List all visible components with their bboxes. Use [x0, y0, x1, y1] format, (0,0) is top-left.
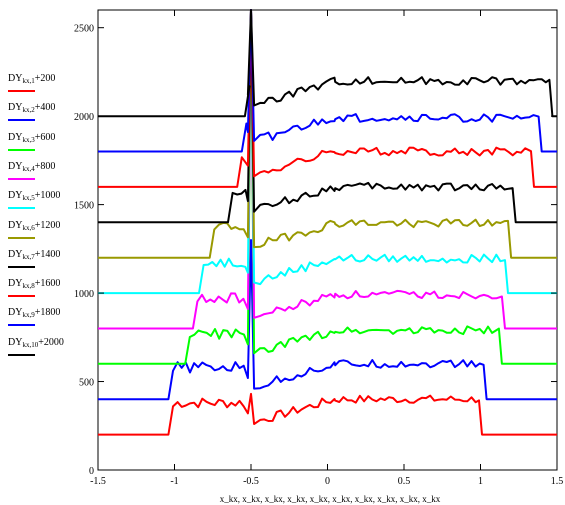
series-group — [98, 9, 557, 436]
legend-entry: DYkx,2+400 — [8, 102, 103, 122]
legend-label: DYkx,5+1000 — [8, 190, 61, 203]
x-tick-label: -1.5 — [90, 476, 106, 487]
tick-labels: -1.5 -1 -0.5 0 0.5 1 1.5 0 500 1000 1500 2000 2500 — [74, 10, 563, 487]
x-tick-label: -1 — [170, 476, 178, 487]
legend-swatch — [8, 324, 35, 327]
legend-entry: DYkx,3+600 — [8, 132, 103, 151]
legend-entry: DYkx,4+800 — [8, 161, 103, 180]
legend-label: DYkx,7+1400 — [8, 248, 61, 261]
legend-label: DYkx,3+600 — [8, 131, 56, 144]
y-tick-label: 2500 — [74, 24, 94, 35]
x-tick-label: -0.5 — [243, 476, 259, 487]
legend-swatch — [8, 236, 35, 239]
legend-swatch — [8, 295, 35, 298]
series-line-6 — [98, 9, 557, 259]
legend-entry: DYkx,8+1600 — [8, 278, 103, 298]
legend-entry: DYkx,10+2000 — [8, 337, 103, 356]
plot-frame — [97, 9, 558, 471]
y-tick-label: 500 — [79, 378, 94, 389]
series-line-1 — [98, 392, 557, 436]
x-tick-label: 1 — [478, 476, 483, 487]
legend-swatch — [8, 90, 35, 92]
x-tick-label: 0.5 — [398, 476, 411, 487]
legend-entry: DYkx,7+1400 — [8, 249, 103, 268]
series-line-8 — [98, 9, 557, 188]
series-line-2 — [98, 239, 557, 401]
legend-swatch — [8, 119, 35, 122]
series-line-4 — [98, 9, 557, 330]
y-tick-label: 1000 — [74, 289, 94, 300]
legend-entry: DYkx,9+1800 — [8, 307, 103, 327]
y-tick-label: 0 — [89, 466, 94, 477]
legend-label: DYkx,4+800 — [8, 160, 56, 173]
legend-label: DYkx,1+200 — [8, 73, 56, 85]
legend-swatch — [8, 177, 35, 180]
legend-label: DYkx,8+1600 — [8, 278, 61, 291]
legend-label: DYkx,9+1800 — [8, 307, 61, 320]
y-tick-label: 2000 — [74, 112, 94, 123]
y-tick-label: 1500 — [74, 201, 94, 212]
series-line-10 — [98, 9, 557, 118]
series-line-3 — [98, 9, 557, 365]
legend-swatch — [8, 148, 35, 151]
x-tick-label: 1.5 — [551, 476, 564, 487]
series-line-7 — [98, 9, 557, 224]
legend-entry: DYkx,1+200 — [8, 73, 103, 92]
legend-label: DYkx,6+1200 — [8, 219, 61, 232]
legend-swatch — [8, 207, 35, 210]
x-tick-label: 0 — [325, 476, 330, 487]
legend-swatch — [8, 265, 35, 268]
legend-entry: DYkx,6+1200 — [8, 220, 103, 239]
series-line-9 — [98, 9, 557, 153]
x-axis-label: x_kx, x_kx, x_kx, x_kx, x_kx, x_kx, x_kx… — [220, 494, 441, 504]
legend-label: DYkx,10+2000 — [8, 336, 64, 349]
legend-entry: DYkx,5+1000 — [8, 190, 103, 210]
legend-label: DYkx,2+400 — [8, 102, 56, 115]
axes — [97, 9, 558, 471]
legend-swatch — [8, 353, 35, 356]
series-line-5 — [98, 9, 557, 295]
